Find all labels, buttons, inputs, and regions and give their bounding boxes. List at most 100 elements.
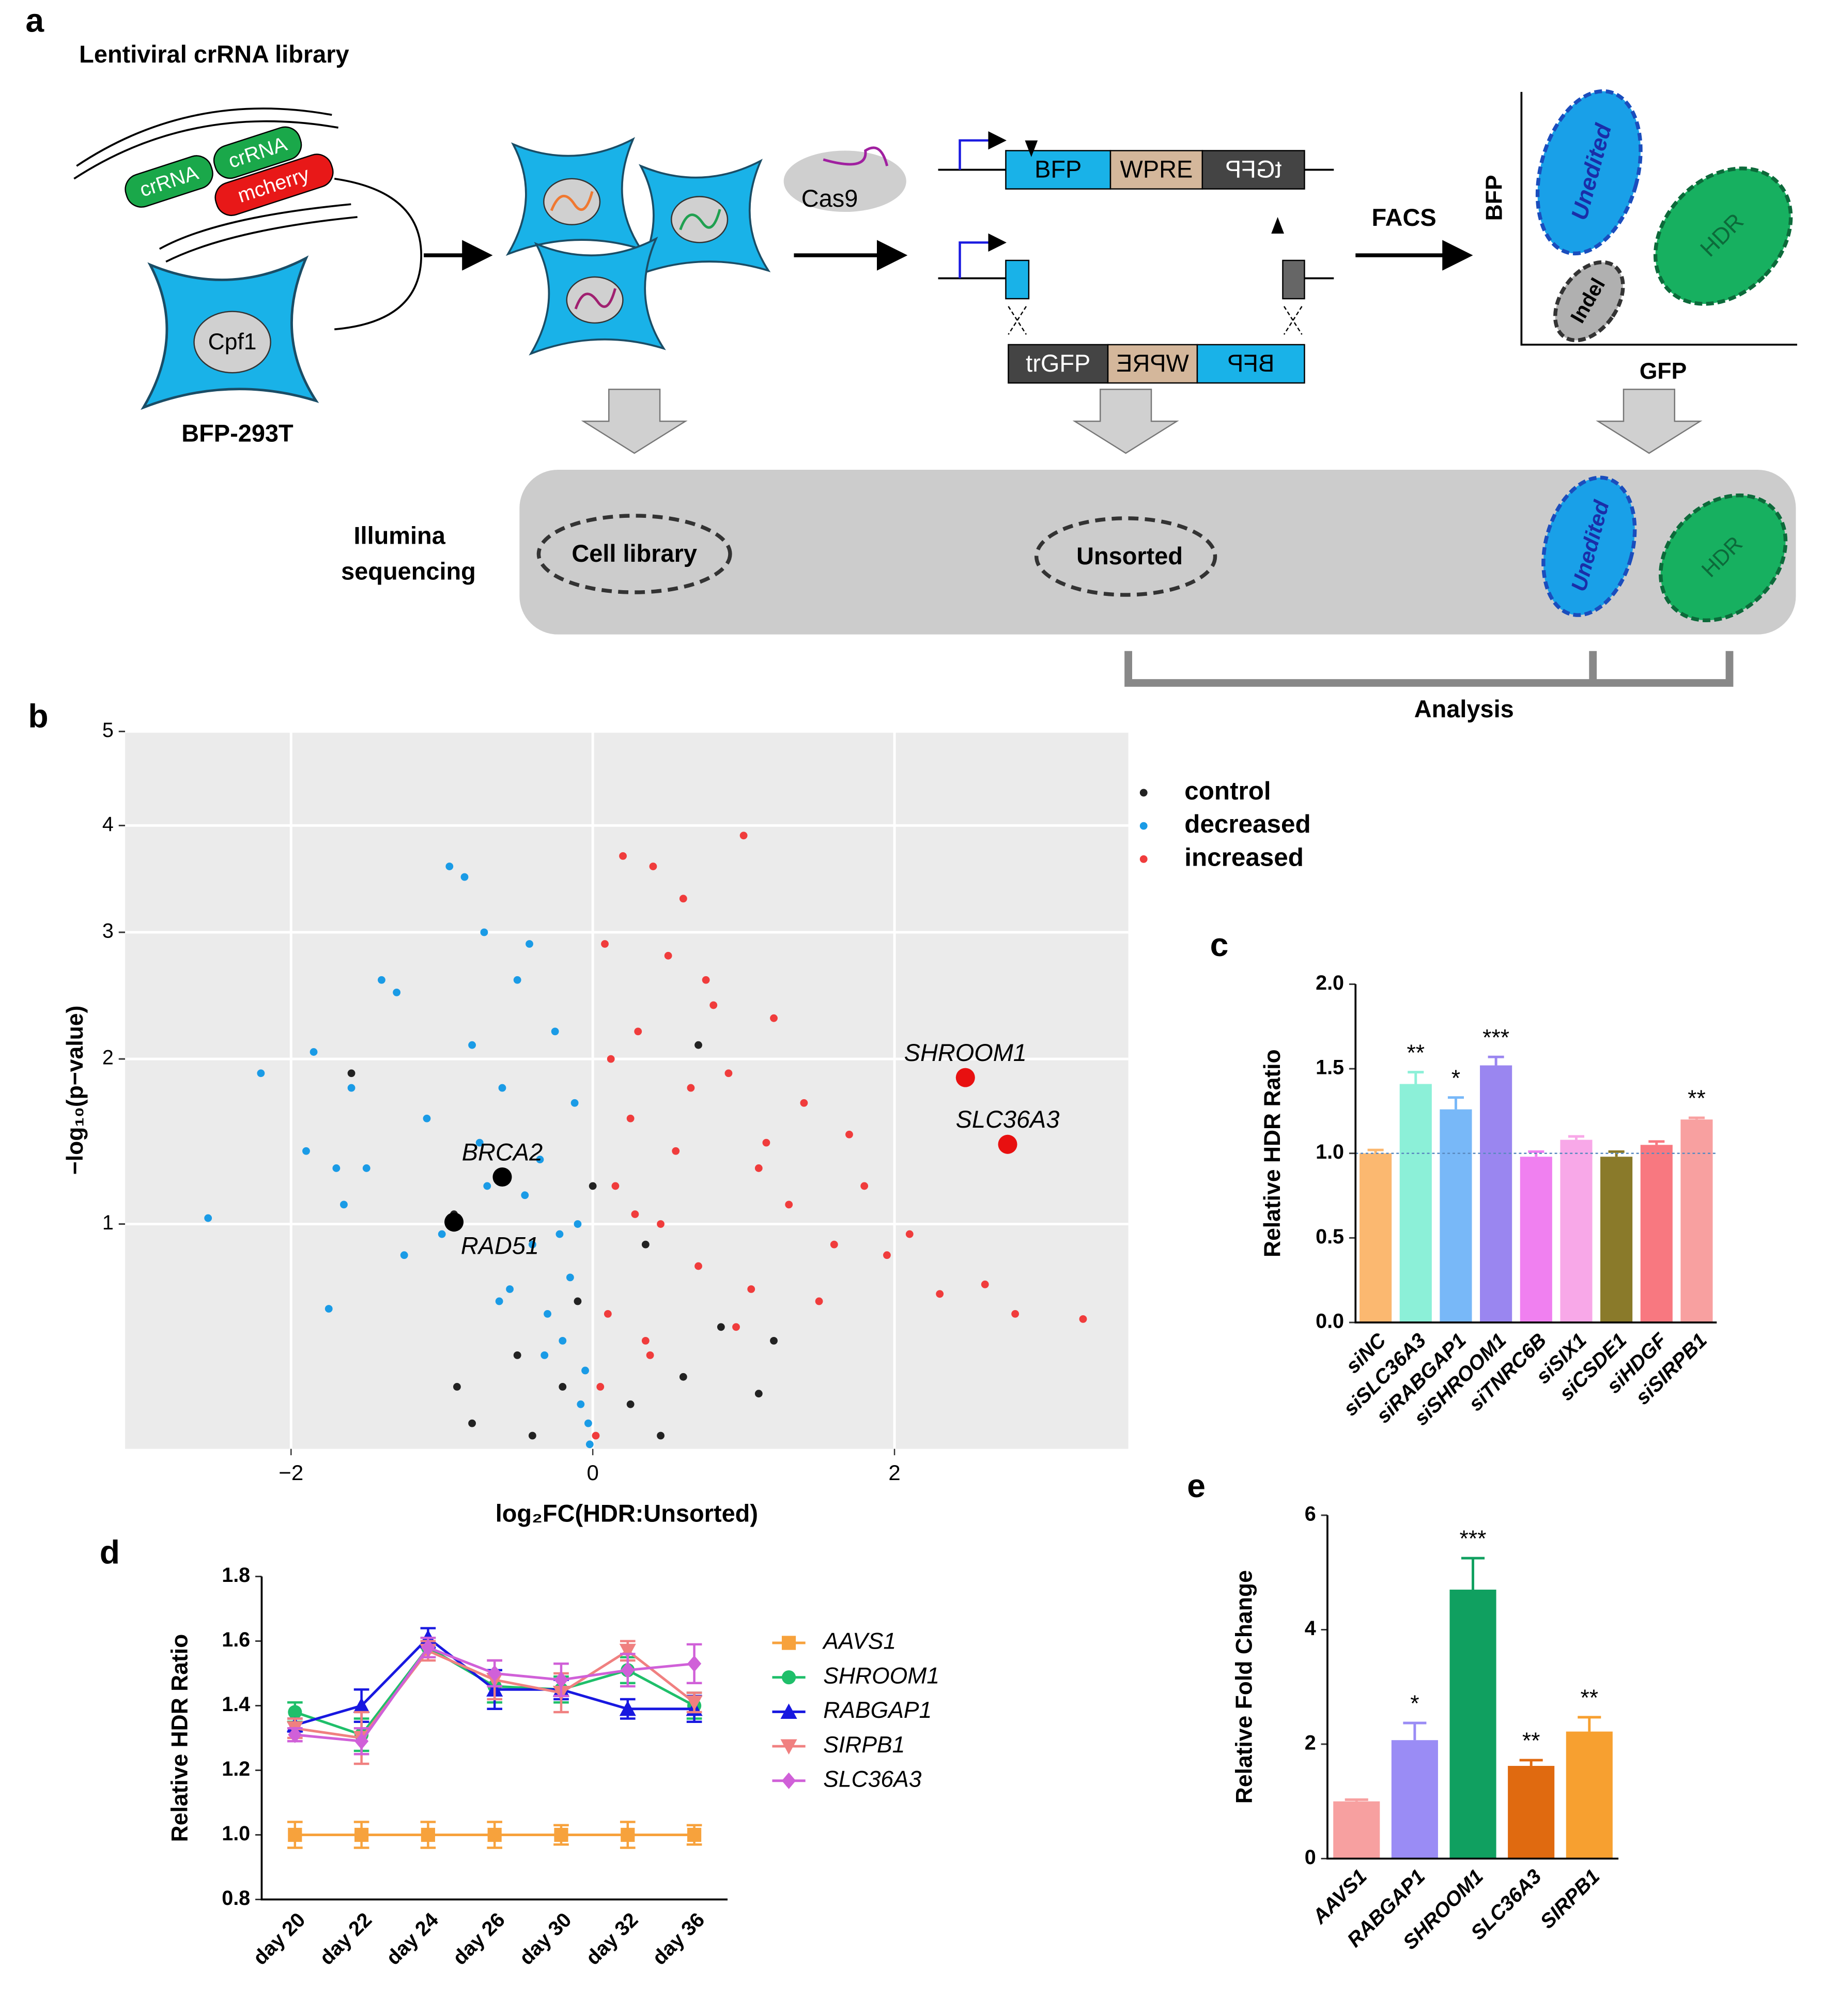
sample (536, 514, 732, 594)
point (631, 1210, 639, 1218)
point (883, 1251, 891, 1259)
mcherry-box (214, 153, 334, 217)
chart: b 1 2 3 4 5 −2 0 2 control decreased increased SHROO… (28, 698, 1310, 1527)
sample-label: Unsorted (1076, 543, 1183, 570)
point (483, 1182, 491, 1190)
point (1079, 1315, 1087, 1323)
error-bar (1488, 1055, 1504, 1066)
point (378, 976, 385, 984)
marker (619, 1643, 636, 1659)
point (347, 1069, 356, 1078)
point (528, 1432, 536, 1440)
point (936, 1290, 944, 1298)
point (526, 940, 533, 948)
point (475, 1138, 484, 1147)
point (694, 1041, 702, 1049)
analysis-bracket (1124, 651, 1734, 687)
wpre-label: WPRE (1116, 350, 1189, 377)
marker (354, 1827, 369, 1842)
point (709, 1001, 718, 1009)
y-tick-label: 0 (1305, 1846, 1316, 1869)
x-axis-label: log₂FC(HDR:Unsorted) (496, 1500, 758, 1527)
y-axis-label: Relative Fold Change (1232, 1570, 1257, 1804)
legend-label: SLC36A3 (823, 1767, 922, 1792)
marker (621, 1661, 635, 1679)
point (626, 1400, 635, 1408)
point (601, 940, 609, 948)
point (498, 1084, 506, 1092)
sample (1541, 475, 1637, 617)
point (302, 1147, 310, 1155)
significance: * (1451, 1066, 1460, 1091)
facs-axes (1520, 91, 1797, 346)
cpf1-label: Cpf1 (208, 329, 257, 355)
significance: ** (1407, 1040, 1425, 1066)
chart: c0.00.51.01.52.0siNC**siSLC36A3*siRABGAP… (1210, 926, 1717, 1430)
significance: ** (1580, 1685, 1598, 1711)
gate (1653, 166, 1793, 306)
point (657, 1220, 665, 1228)
significance: *** (1482, 1025, 1509, 1050)
sample (1659, 493, 1788, 623)
highlight-point (444, 1212, 464, 1232)
analysis-label: Analysis (1414, 696, 1514, 722)
bar (1508, 1766, 1555, 1859)
y-axis-label: Relative HDR Ratio (167, 1634, 193, 1842)
point (340, 1201, 348, 1209)
point (393, 988, 401, 996)
point (634, 1027, 642, 1036)
point (445, 863, 454, 870)
y-tick-label: 2 (102, 1047, 114, 1069)
axes (1354, 984, 1717, 1324)
marker (288, 1726, 302, 1743)
error-bar (1528, 1150, 1544, 1157)
trgfp-label: trGFP (1026, 350, 1090, 377)
facs-y-label: BFP (1482, 175, 1507, 221)
highlight-label: SHROOM1 (904, 1039, 1027, 1066)
bar (1333, 1801, 1380, 1859)
crrna-box (125, 155, 213, 208)
sequencing-label: Illumina (354, 522, 446, 549)
y-tick-label: 6 (1305, 1502, 1316, 1525)
point (460, 873, 469, 881)
point (611, 1182, 620, 1190)
bar (1449, 1589, 1496, 1859)
point (468, 1419, 476, 1427)
point (815, 1297, 823, 1305)
highlight-point (998, 1134, 1017, 1154)
guide (550, 191, 594, 211)
point (555, 1230, 564, 1238)
y-tick-label: 1.2 (222, 1758, 250, 1780)
marker (619, 1700, 636, 1716)
reporter-bottom: trGFP WPRE BFP (938, 233, 1334, 384)
point (646, 1351, 654, 1359)
facs-label: FACS (1372, 204, 1437, 231)
point (739, 832, 748, 840)
point (604, 1310, 612, 1318)
facs-x-label: GFP (1640, 359, 1687, 384)
point (559, 1336, 567, 1345)
significance: *** (1460, 1526, 1487, 1551)
block-arrow (581, 389, 688, 454)
block-arrow (1596, 389, 1703, 454)
point (687, 1084, 695, 1092)
sequencing-box (519, 469, 1796, 635)
significance: ** (1522, 1728, 1540, 1753)
error-bar (1648, 1140, 1665, 1145)
point (468, 1041, 476, 1049)
error-bar (1608, 1150, 1625, 1157)
panel-letter: e (1187, 1467, 1206, 1504)
point (607, 1055, 615, 1063)
significance: * (1410, 1691, 1419, 1716)
y-tick-label: 2.0 (1316, 972, 1344, 994)
wpre-label: WPRE (1120, 156, 1193, 182)
marker (487, 1665, 502, 1682)
y-axis-label: −log₁₀(p−value) (63, 1006, 88, 1175)
bar (1600, 1157, 1633, 1323)
tgfp-label: tGFP (1225, 156, 1282, 182)
bar (1520, 1157, 1552, 1323)
y-tick-label: 4 (102, 813, 114, 836)
panel-letter: c (1210, 926, 1229, 963)
marker (353, 1697, 370, 1713)
